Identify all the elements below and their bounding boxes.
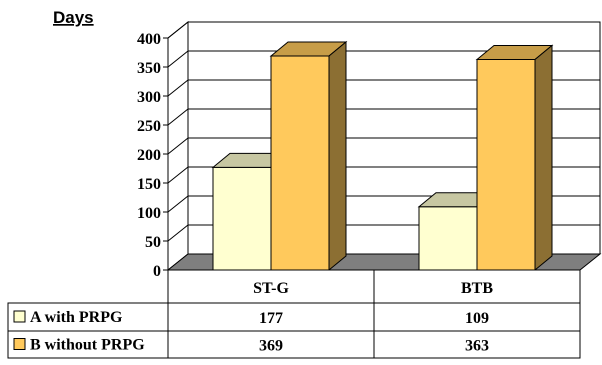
legend-swatch	[13, 338, 26, 350]
gridline	[167, 79, 600, 97]
gridline	[167, 21, 600, 39]
y-tick-label: 350	[137, 60, 161, 77]
y-tick-label: 400	[137, 31, 161, 48]
bar-side	[328, 40, 347, 272]
gridline	[167, 50, 600, 68]
legend-label: A with PRPG	[30, 309, 123, 326]
gridline	[167, 166, 600, 184]
bar-side	[534, 44, 553, 272]
y-tick-label: 250	[137, 118, 161, 135]
bar-front	[418, 206, 478, 271]
data-value-label: 363	[465, 338, 489, 355]
bar-front	[270, 55, 330, 271]
y-tick-label: 100	[137, 205, 161, 222]
category-label: ST-G	[253, 280, 289, 297]
data-table: ST-G BTB A with PRPG 177 109 B without PRPG 36…	[7, 269, 581, 359]
y-tick-label: 150	[137, 176, 161, 193]
y-tick-label: 0	[153, 263, 161, 280]
data-value-label: 109	[465, 310, 489, 327]
y-tick-label: 300	[137, 89, 161, 106]
data-value-label: 369	[259, 338, 283, 355]
legend-swatch	[13, 310, 26, 323]
y-axis: 0 50 100 150 200 250 300 350 400	[137, 31, 169, 280]
bar-front	[476, 58, 536, 271]
category-label: BTB	[461, 280, 493, 297]
bar	[269, 40, 348, 272]
gridline	[167, 108, 600, 126]
bar-front	[212, 166, 272, 271]
y-tick-label: 50	[145, 234, 161, 251]
y-axis-label: Days	[53, 8, 94, 27]
gridline	[167, 137, 600, 155]
y-tick-label: 200	[137, 147, 161, 164]
gridlines	[167, 21, 600, 242]
legend-label: B without PRPG	[30, 337, 145, 354]
bars	[211, 40, 554, 272]
data-value-label: 177	[259, 310, 283, 327]
bar	[475, 44, 554, 272]
